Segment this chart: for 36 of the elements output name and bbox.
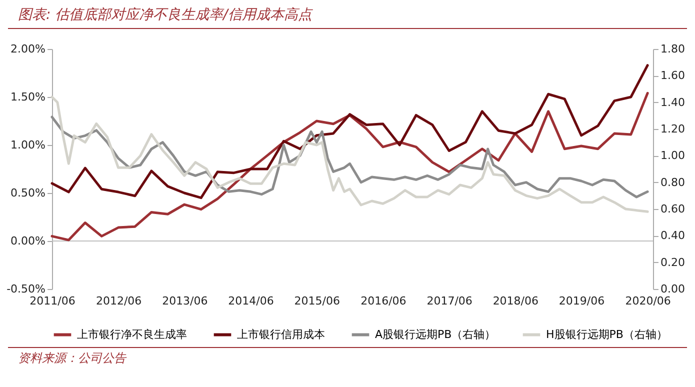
line-series [50, 96, 649, 213]
chart-title: 图表: 估值底部对应净不良生成率/信用成本高点 [8, 0, 687, 29]
legend-label: 上市银行信用成本 [237, 328, 325, 341]
line-series [50, 64, 649, 200]
x-tick-label: 2012/06 [96, 294, 142, 308]
y2-tick-label: 1.40 [660, 96, 685, 109]
x-tick-label: 2011/06 [30, 294, 76, 308]
y2-tick-label: 0.60 [660, 202, 685, 216]
y-tick-label: 2.00% [10, 42, 46, 56]
legend-label: A股银行远期PB（右轴） [375, 328, 496, 341]
x-tick-label: 2016/06 [360, 294, 406, 308]
x-tick-label: 2019/06 [558, 294, 605, 308]
y2-tick-label: 1.20 [660, 122, 685, 136]
y2-tick-label: 0.20 [660, 256, 685, 269]
y-tick-label: 0.50% [10, 186, 46, 200]
line-series [50, 116, 649, 198]
y-tick-label: 1.00% [10, 138, 46, 152]
x-tick-label: 2017/06 [426, 294, 472, 308]
y2-tick-label: 0.40 [660, 229, 685, 242]
line-series [50, 92, 649, 242]
x-tick-label: 2018/06 [492, 294, 539, 308]
y2-tick-label: 0.80 [660, 176, 685, 189]
text: 资料来源：公司公告 [8, 347, 687, 369]
x-tick-label: 2020/06 [625, 294, 671, 308]
x-tick-label: 2014/06 [228, 294, 274, 308]
y2-tick-label: 1.60 [660, 69, 685, 82]
legend-label: 上市银行净不良生成率 [77, 328, 187, 341]
y-tick-label: -0.50% [6, 282, 46, 296]
y-tick-label: 1.50% [10, 90, 46, 104]
x-tick-label: 2013/06 [162, 294, 208, 308]
x-tick-label: 2015/06 [294, 294, 340, 308]
y2-tick-label: 1.80 [660, 42, 685, 56]
y-tick-label: 0.00% [10, 234, 46, 248]
y2-tick-label: 0.00 [660, 282, 685, 296]
legend-label: H股银行远期PB（右轴） [546, 328, 668, 341]
y2-tick-label: 1.00 [660, 149, 685, 162]
